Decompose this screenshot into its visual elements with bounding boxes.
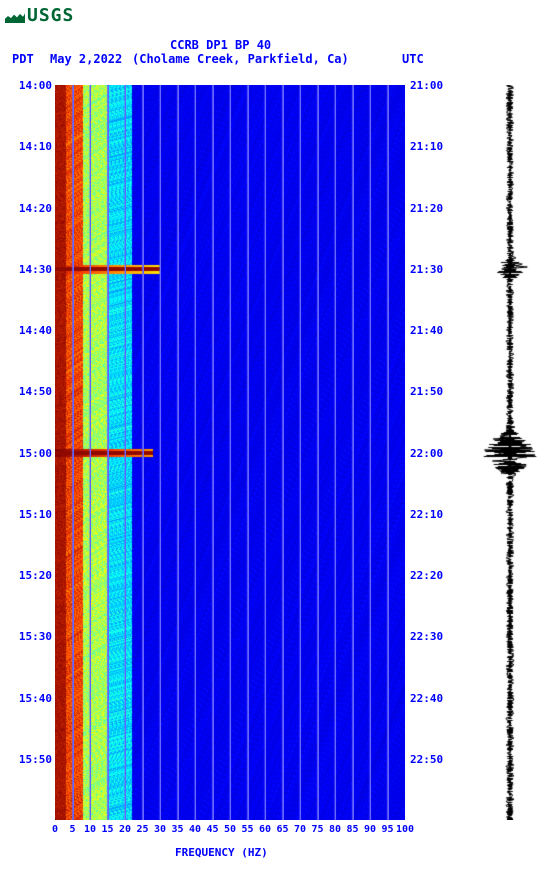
ytick-right: 22:30 <box>410 630 443 643</box>
chart-title: CCRB DP1 BP 40 <box>170 38 271 52</box>
gridline <box>248 85 249 820</box>
gridline <box>353 85 354 820</box>
xtick: 70 <box>294 824 306 835</box>
gridline <box>265 85 266 820</box>
xtick: 5 <box>69 824 75 835</box>
gridline <box>90 85 91 820</box>
ytick-right: 21:10 <box>410 140 443 153</box>
ytick-right: 21:50 <box>410 385 443 398</box>
ytick-right: 21:30 <box>410 263 443 276</box>
gridline <box>125 85 126 820</box>
usgs-logo: USGS <box>5 5 74 26</box>
usgs-logo-text: USGS <box>27 5 74 26</box>
ytick-left: 15:30 <box>12 630 52 643</box>
gridline <box>230 85 231 820</box>
xtick: 85 <box>346 824 358 835</box>
xtick: 20 <box>119 824 131 835</box>
usgs-wave-icon <box>5 9 25 23</box>
gridline <box>160 85 161 820</box>
xtick: 50 <box>224 824 236 835</box>
xtick: 45 <box>206 824 218 835</box>
gridline <box>108 85 109 820</box>
gridline <box>388 85 389 820</box>
gridline <box>335 85 336 820</box>
xtick: 55 <box>241 824 253 835</box>
gridline <box>283 85 284 820</box>
xtick: 80 <box>329 824 341 835</box>
xtick: 90 <box>364 824 376 835</box>
ytick-left: 15:00 <box>12 447 52 460</box>
x-axis-label: FREQUENCY (HZ) <box>175 846 268 859</box>
gridline <box>73 85 74 820</box>
xtick: 65 <box>276 824 288 835</box>
ytick-left: 14:20 <box>12 202 52 215</box>
xtick: 15 <box>101 824 113 835</box>
seismogram-trace <box>480 85 540 820</box>
xtick: 35 <box>171 824 183 835</box>
xtick: 75 <box>311 824 323 835</box>
gridline <box>213 85 214 820</box>
ytick-right: 21:00 <box>410 79 443 92</box>
ytick-right: 22:20 <box>410 569 443 582</box>
tz-left-label: PDT <box>12 52 34 66</box>
xtick: 100 <box>396 824 414 835</box>
gridline <box>195 85 196 820</box>
gridline <box>370 85 371 820</box>
xtick: 60 <box>259 824 271 835</box>
ytick-right: 21:20 <box>410 202 443 215</box>
ytick-right: 22:10 <box>410 508 443 521</box>
ytick-right: 21:40 <box>410 324 443 337</box>
ytick-left: 15:40 <box>12 692 52 705</box>
xtick: 40 <box>189 824 201 835</box>
xtick: 30 <box>154 824 166 835</box>
ytick-right: 22:50 <box>410 753 443 766</box>
ytick-left: 14:40 <box>12 324 52 337</box>
ytick-left: 15:10 <box>12 508 52 521</box>
gridline <box>143 85 144 820</box>
date-label: May 2,2022 <box>50 52 122 66</box>
ytick-left: 14:50 <box>12 385 52 398</box>
gridline <box>178 85 179 820</box>
ytick-right: 22:00 <box>410 447 443 460</box>
ytick-left: 14:10 <box>12 140 52 153</box>
xtick: 95 <box>381 824 393 835</box>
ytick-left: 15:50 <box>12 753 52 766</box>
xtick: 25 <box>136 824 148 835</box>
location-label: (Cholame Creek, Parkfield, Ca) <box>132 52 349 66</box>
gridline <box>318 85 319 820</box>
ytick-left: 15:20 <box>12 569 52 582</box>
tz-right-label: UTC <box>402 52 424 66</box>
ytick-left: 14:30 <box>12 263 52 276</box>
gridline <box>300 85 301 820</box>
xtick: 10 <box>84 824 96 835</box>
xtick: 0 <box>52 824 58 835</box>
ytick-right: 22:40 <box>410 692 443 705</box>
ytick-left: 14:00 <box>12 79 52 92</box>
